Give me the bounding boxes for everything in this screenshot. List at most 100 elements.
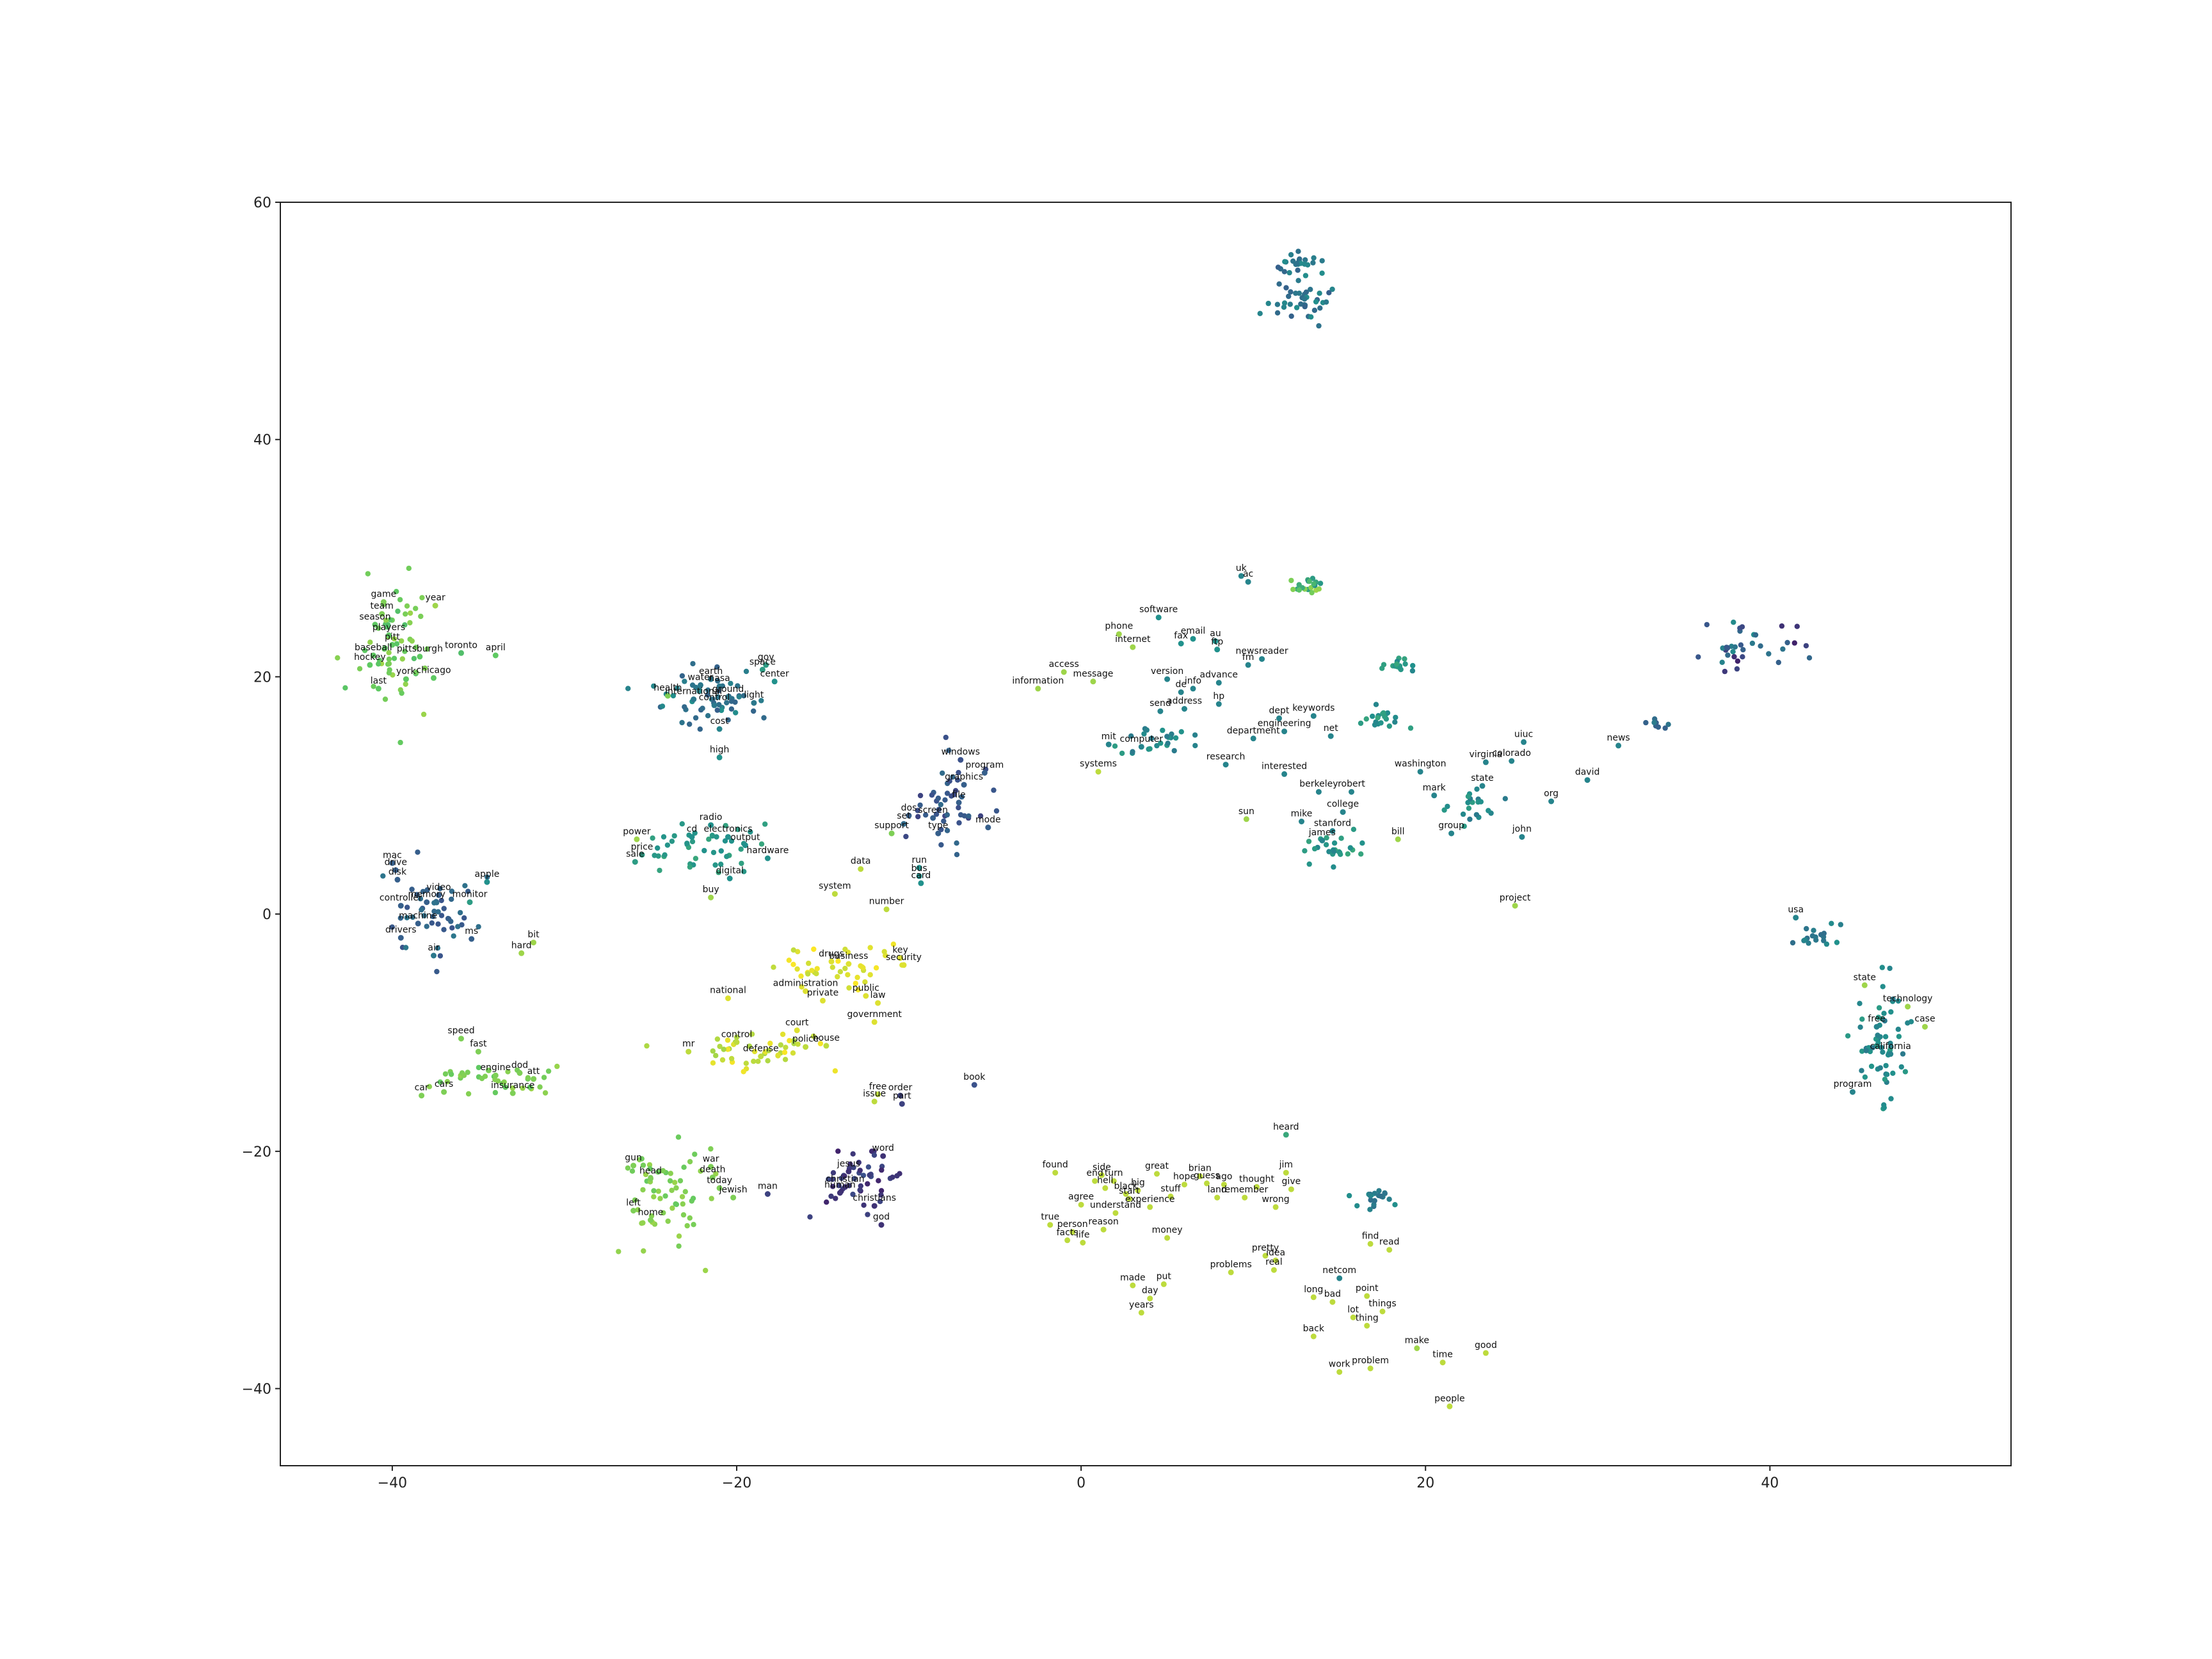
scatter-point (1287, 301, 1294, 307)
scatter-point (1290, 586, 1296, 593)
scatter-point (1288, 577, 1294, 584)
word-label: christian (826, 1174, 864, 1184)
word-label: type (928, 821, 948, 831)
scatter-point (635, 1207, 641, 1213)
scatter-point (1281, 728, 1288, 735)
scatter-point (465, 888, 471, 894)
scatter-point (705, 687, 711, 693)
scatter-point (1141, 731, 1147, 737)
scatter-point (858, 1183, 864, 1189)
scatter-point (413, 669, 419, 675)
scatter-point (413, 645, 419, 650)
word-label: part (893, 1091, 911, 1102)
scatter-point (701, 847, 707, 854)
scatter-point (661, 1210, 666, 1216)
word-label: national (710, 986, 746, 996)
scatter-point (1695, 654, 1701, 660)
scatter-point (806, 960, 812, 966)
word-label: org (1544, 789, 1559, 799)
scatter-point (1350, 1314, 1356, 1320)
scatter-point (1281, 771, 1288, 777)
scatter-point (1164, 733, 1170, 739)
scatter-point (505, 1069, 511, 1075)
scatter-point (1861, 982, 1868, 988)
scatter-point (748, 829, 753, 835)
scatter-point (1178, 729, 1185, 735)
scatter-point (1298, 301, 1304, 307)
scatter-point (444, 1078, 451, 1085)
scatter-point (749, 1031, 755, 1037)
scatter-point (1862, 1074, 1868, 1080)
scatter-point (1294, 305, 1300, 310)
scatter-point (457, 910, 463, 916)
scatter-point (399, 690, 405, 696)
scatter-point (709, 833, 716, 838)
scatter-point (857, 1167, 863, 1173)
scatter-point (958, 757, 964, 763)
word-label: people (1434, 1393, 1464, 1404)
scatter-point (1095, 769, 1102, 775)
scatter-point (915, 808, 920, 813)
scatter-point (1479, 783, 1486, 789)
scatter-point (376, 661, 381, 667)
word-label: problems (1210, 1260, 1252, 1270)
scatter-point (1900, 1051, 1906, 1057)
scatter-point (771, 678, 778, 685)
scatter-point (625, 685, 631, 691)
scatter-point (728, 1055, 735, 1062)
word-label: college (1327, 799, 1359, 810)
word-label: dept (1269, 705, 1290, 716)
word-label: mac (383, 850, 402, 860)
scatter-point (402, 648, 408, 654)
scatter-point (554, 1063, 560, 1070)
scatter-point (1160, 727, 1166, 733)
scatter-point (728, 706, 735, 712)
scatter-point (679, 821, 685, 827)
scatter-point (407, 610, 413, 616)
scatter-point (719, 1057, 726, 1063)
scatter-point (335, 655, 341, 661)
word-label: years (1129, 1300, 1154, 1310)
word-label: guess (1194, 1171, 1220, 1181)
scatter-point (485, 1068, 492, 1073)
scatter-point (1128, 733, 1134, 739)
scatter-point (1722, 668, 1727, 675)
word-label: made (1120, 1272, 1146, 1283)
scatter-point (1182, 706, 1187, 712)
scatter-point (462, 883, 468, 889)
scatter-point (835, 974, 840, 980)
scatter-point (944, 790, 950, 796)
scatter-point (362, 648, 368, 653)
scatter-point (690, 661, 696, 667)
scatter-point (799, 984, 805, 990)
word-label: pretty (1252, 1243, 1279, 1253)
word-label: system (819, 881, 851, 892)
scatter-point (878, 1192, 884, 1198)
word-label: today (707, 1175, 732, 1185)
scatter-point (722, 838, 728, 844)
scatter-point (1431, 792, 1438, 799)
scatter-point (1740, 646, 1746, 653)
word-label: year (425, 593, 445, 603)
scatter-point (881, 949, 887, 955)
scatter-point (424, 646, 430, 652)
scatter-point (386, 650, 392, 655)
scatter-point (1346, 1192, 1352, 1199)
word-label: file (952, 790, 965, 800)
scatter-point (1257, 310, 1263, 316)
word-label: day (1142, 1286, 1158, 1296)
scatter-point (1336, 1275, 1343, 1281)
word-label: sun (1238, 806, 1254, 817)
scatter-point (1735, 658, 1741, 664)
scatter-point (693, 715, 699, 721)
scatter-point (906, 812, 912, 819)
scatter-point (459, 922, 465, 928)
scatter-point (1310, 1294, 1317, 1301)
scatter-point (431, 952, 437, 959)
scatter-point (397, 902, 404, 909)
y-tick-label: −40 (242, 1382, 271, 1398)
scatter-point (1254, 1183, 1260, 1190)
scatter-point (403, 945, 409, 950)
scatter-point (1283, 285, 1289, 291)
